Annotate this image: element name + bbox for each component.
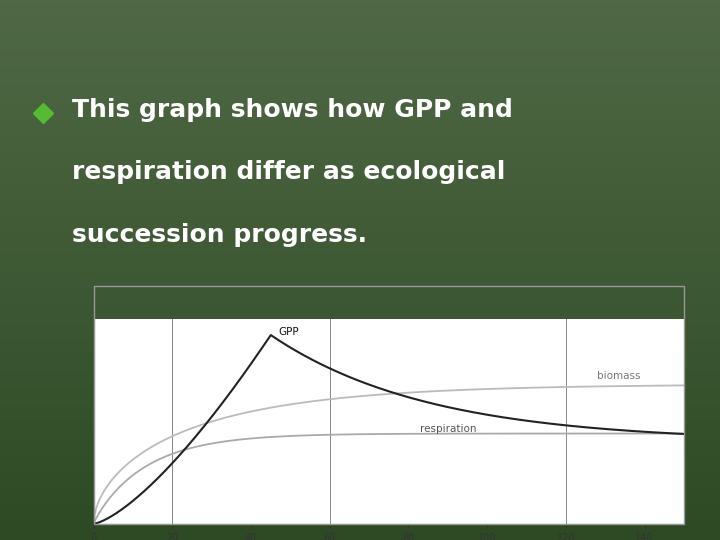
Text: respiration differ as ecological: respiration differ as ecological [72, 160, 505, 184]
Text: succession progress.: succession progress. [72, 222, 367, 247]
Text: respiration: respiration [420, 424, 477, 434]
Text: GPP: GPP [279, 327, 300, 337]
Text: This graph shows how GPP and: This graph shows how GPP and [72, 98, 513, 122]
Text: biomass: biomass [598, 371, 641, 381]
